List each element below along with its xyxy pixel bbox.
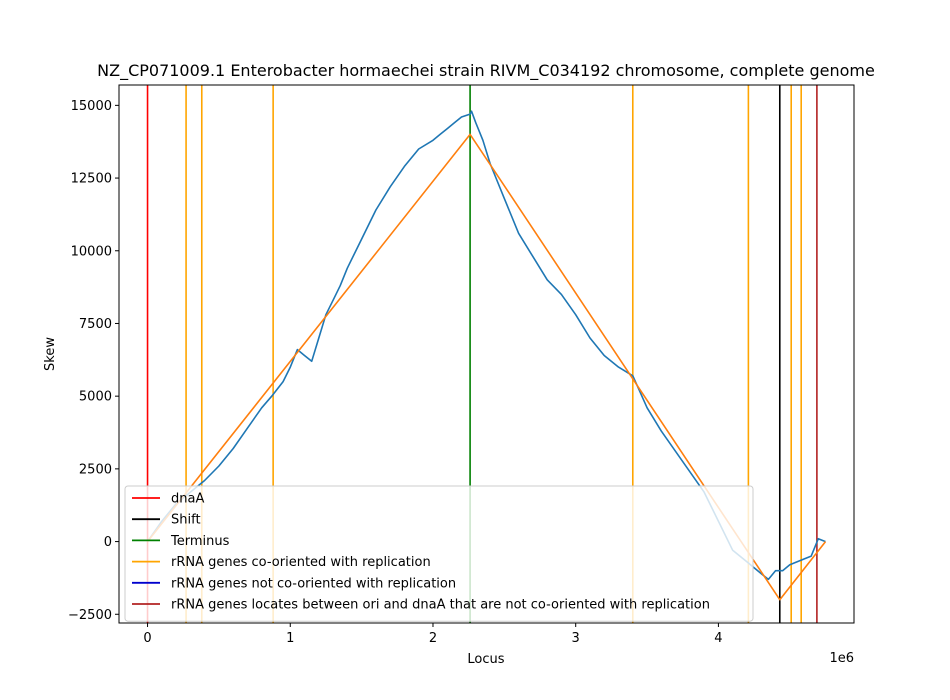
series-line-1 <box>146 133 827 601</box>
y-tick-label: 10000 <box>71 244 112 259</box>
x-axis-label: Locus <box>467 652 504 667</box>
legend-box <box>124 485 754 622</box>
y-tick-label: 12500 <box>71 172 112 187</box>
legend: dnaA Shift Terminus rRNA genes co-oriented … <box>124 485 754 622</box>
chart-title: NZ_CP071009.1 Enterobacter hormaechei st… <box>97 61 875 81</box>
y-tick-label: 7500 <box>79 317 112 332</box>
legend-label: Terminus <box>170 534 230 549</box>
legend-label: Shift <box>171 513 201 528</box>
x-axis: 0 1 2 3 4 <box>143 623 723 646</box>
plot-frame <box>118 84 855 624</box>
x-tick-label: 3 <box>572 631 580 646</box>
y-axis: −2500 0 2500 5000 7500 10000 12500 15000 <box>68 99 119 623</box>
legend-label: rRNA genes locates between ori and dnaA … <box>171 598 710 613</box>
x-tick-label: 4 <box>714 631 722 646</box>
x-tick-label: 2 <box>429 631 437 646</box>
legend-label: rRNA genes co-oriented with replication <box>171 555 431 570</box>
x-tick-label: 1 <box>286 631 294 646</box>
legend-label: dnaA <box>171 492 204 507</box>
x-offset-label: 1e6 <box>829 651 854 666</box>
legend-label: rRNA genes not co-oriented with replicat… <box>171 576 456 591</box>
y-tick-label: 2500 <box>79 462 112 477</box>
y-tick-label: 15000 <box>71 99 112 114</box>
x-tick-label: 0 <box>143 631 151 646</box>
y-tick-label: −2500 <box>68 608 112 623</box>
y-tick-label: 0 <box>104 535 112 550</box>
y-axis-label: Skew <box>43 337 58 371</box>
y-tick-label: 5000 <box>79 390 112 405</box>
